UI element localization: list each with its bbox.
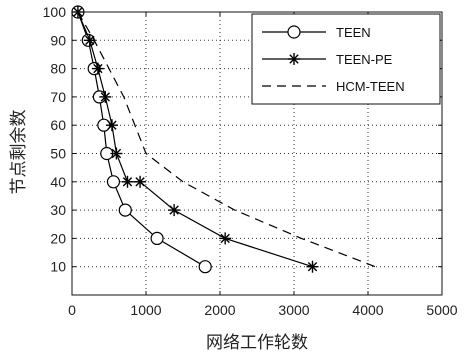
x-tick-label: 5000 (426, 302, 457, 318)
data-point-teen-pe (99, 90, 112, 103)
y-tick-label: 30 (50, 202, 66, 218)
y-tick-label: 50 (50, 146, 66, 162)
x-tick-label: 0 (68, 302, 76, 318)
star-stroke (169, 205, 179, 215)
series-layer (71, 5, 376, 274)
data-point-teen (150, 231, 164, 245)
x-tick-label: 2000 (204, 302, 235, 318)
legend-label: TEEN-PE (336, 52, 393, 67)
data-point-teen (198, 260, 212, 274)
y-tick-label: 90 (50, 32, 66, 48)
data-point-teen-pe (306, 260, 319, 273)
x-tick-label: 1000 (130, 302, 161, 318)
y-tick-label: 60 (50, 117, 66, 133)
star-stroke (111, 148, 122, 159)
star-stroke (122, 177, 133, 187)
data-point-teen-pe (110, 147, 123, 160)
star-stroke (135, 177, 145, 187)
legend-label: TEEN (336, 25, 371, 40)
star-stroke (100, 92, 110, 102)
legend-label: HCM-TEEN (336, 79, 405, 94)
star-stroke (307, 262, 318, 272)
data-point-teen (106, 175, 121, 189)
y-tick-label: 10 (50, 259, 66, 275)
y-tick-label: 100 (43, 4, 67, 20)
star-stroke (220, 233, 230, 244)
star-stroke (85, 35, 95, 45)
y-tick-label: 80 (50, 61, 66, 77)
data-point-teen-pe (134, 175, 147, 188)
star-stroke (93, 63, 103, 74)
series-line-teen (77, 11, 206, 268)
legend-marker (288, 53, 300, 65)
legend: TEEN TEEN-PE HCM-TEEN (251, 13, 441, 105)
x-tick-label: 3000 (278, 302, 309, 318)
legend-item: TEEN-PE (262, 52, 393, 67)
star-stroke (289, 54, 299, 64)
data-point-teen-pe (105, 119, 118, 132)
y-tick-label: 40 (50, 174, 66, 190)
data-point-teen-pe (91, 62, 104, 75)
data-point-teen-pe (121, 175, 134, 188)
x-tick-label: 4000 (352, 302, 383, 318)
legend-marker (287, 25, 301, 39)
y-axis-title: 节点剩余数 (9, 110, 29, 195)
legend-item: HCM-TEEN (262, 79, 405, 94)
y-tick-label: 20 (50, 230, 66, 246)
data-point-teen (118, 203, 132, 217)
data-point-teen-pe (219, 232, 232, 245)
legend-item: TEEN (262, 25, 371, 40)
y-tick-label: 70 (50, 89, 66, 105)
series-line-hcm-teen (77, 11, 376, 268)
tick-label-layer: 0 1000 2000 3000 4000 5000 10 20 30 40 50 60 70 80 90 1… (43, 4, 458, 318)
star-stroke (107, 120, 117, 130)
data-point-teen-pe (168, 204, 181, 217)
x-axis-title: 网络工作轮数 (206, 333, 308, 353)
